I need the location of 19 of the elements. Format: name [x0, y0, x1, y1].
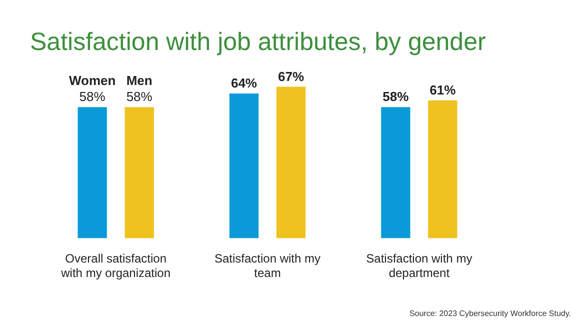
bar [428, 100, 458, 238]
bar [381, 107, 410, 238]
x-tick-label: Satisfaction with my department [366, 252, 472, 280]
bar [229, 94, 259, 238]
chart-title: Satisfaction with job attributes, by gender [30, 28, 486, 57]
series-label: Women [68, 73, 116, 88]
data-label: 67% [278, 68, 304, 84]
data-label: 58% [126, 89, 153, 104]
data-label: 61% [430, 82, 456, 98]
source-note: Source: 2023 Cybersecurity Workforce Study. [409, 309, 571, 318]
data-label: 64% [230, 76, 258, 91]
x-tick-label: Satisfaction with my team [214, 252, 321, 280]
bar [276, 86, 306, 238]
data-label: 58% [382, 89, 410, 104]
data-label: 58% [79, 89, 106, 104]
x-tick-label: Overall satisfaction with my organization [60, 252, 171, 280]
series-label: Men [126, 73, 152, 88]
bar [124, 107, 154, 238]
bar [78, 107, 107, 238]
